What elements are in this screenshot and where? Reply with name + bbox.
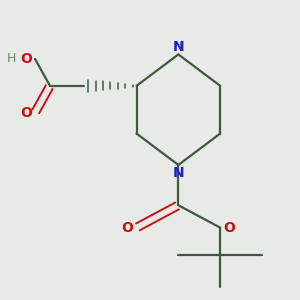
Text: O: O bbox=[20, 106, 32, 120]
Text: O: O bbox=[122, 220, 134, 235]
Text: O: O bbox=[20, 52, 32, 66]
Text: N: N bbox=[172, 167, 184, 180]
Text: N: N bbox=[172, 40, 184, 54]
Text: H: H bbox=[174, 41, 183, 51]
Text: O: O bbox=[223, 220, 235, 235]
Text: H: H bbox=[6, 52, 16, 65]
